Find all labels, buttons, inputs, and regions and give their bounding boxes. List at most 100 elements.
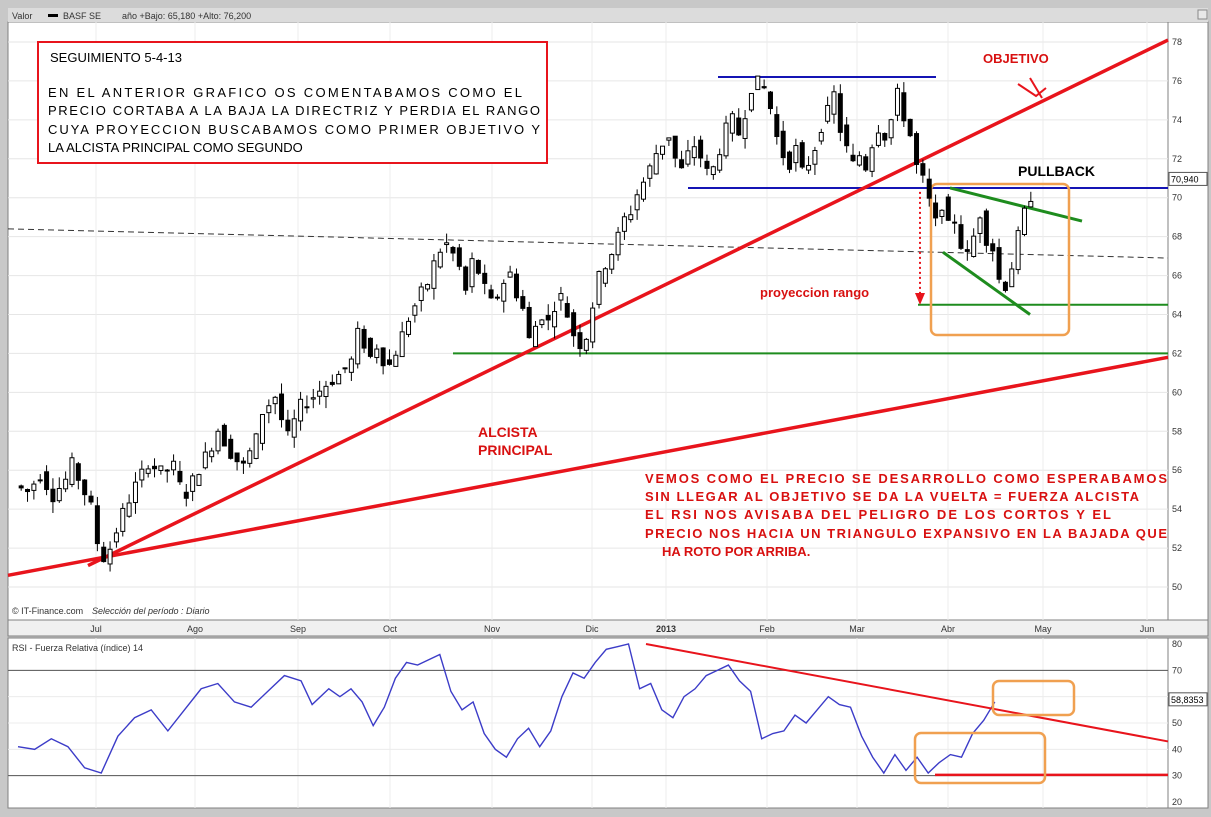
candle-body bbox=[437, 251, 443, 268]
series-swatch bbox=[48, 14, 58, 17]
candle-body bbox=[602, 268, 608, 284]
candle-body bbox=[399, 331, 405, 358]
price-tick-label: 50 bbox=[1172, 582, 1182, 592]
candle-body bbox=[380, 347, 386, 367]
candle-body bbox=[640, 181, 646, 200]
candle-body bbox=[145, 468, 151, 474]
candle-body bbox=[894, 87, 900, 116]
candle-body bbox=[450, 246, 456, 254]
candle-body bbox=[101, 546, 107, 563]
candle-body bbox=[63, 478, 69, 490]
candle-body bbox=[31, 483, 37, 491]
candle-body bbox=[209, 450, 215, 458]
price-tick-label: 56 bbox=[1172, 465, 1182, 475]
candle-body bbox=[139, 468, 145, 481]
footer-period: Selección del período : Diario bbox=[92, 606, 210, 616]
rsi-tick-label: 30 bbox=[1172, 771, 1182, 781]
candle-body bbox=[126, 502, 132, 517]
candle-body bbox=[215, 430, 221, 452]
candle-body bbox=[475, 259, 481, 274]
rsi-tick-label: 40 bbox=[1172, 744, 1182, 754]
candle-body bbox=[444, 242, 450, 246]
principal-uptrend-line bbox=[7, 355, 1169, 578]
candle-body bbox=[983, 210, 989, 246]
date-tick-label: Mar bbox=[849, 624, 865, 634]
candle-body bbox=[996, 247, 1002, 280]
candle-body bbox=[958, 224, 964, 249]
candle-body bbox=[787, 151, 793, 170]
candle-body bbox=[304, 406, 310, 409]
close-icon[interactable] bbox=[1197, 9, 1208, 20]
label-pullback: PULLBACK bbox=[1018, 163, 1095, 179]
candle-body bbox=[69, 457, 75, 485]
candle-body bbox=[317, 390, 323, 397]
candle-body bbox=[685, 150, 691, 165]
candle-body bbox=[113, 532, 119, 543]
rsi-line bbox=[17, 643, 996, 775]
candle-body bbox=[717, 154, 723, 171]
candle-body bbox=[152, 465, 158, 470]
label-alcista-1: ALCISTA bbox=[478, 424, 538, 440]
label-alcista-2: PRINCIPAL bbox=[478, 442, 553, 458]
header-valor-label: Valor bbox=[12, 11, 32, 21]
candle-body bbox=[94, 505, 100, 545]
candle-body bbox=[818, 131, 824, 142]
candle-body bbox=[850, 154, 856, 162]
candle-body bbox=[418, 286, 424, 301]
candle-body bbox=[939, 209, 945, 217]
candle-body bbox=[406, 320, 412, 335]
objetivo-arrow-shaft bbox=[1029, 77, 1043, 99]
date-tick-label: May bbox=[1034, 624, 1052, 634]
candle-body bbox=[914, 133, 920, 165]
candle-body bbox=[323, 385, 329, 398]
candle-body bbox=[812, 150, 818, 165]
candle-body bbox=[666, 137, 672, 141]
candle-body bbox=[577, 332, 583, 350]
candle-body bbox=[272, 396, 278, 405]
candle-body bbox=[679, 159, 685, 169]
candle-body bbox=[977, 217, 983, 234]
candle-body bbox=[971, 235, 977, 257]
label-objetivo: OBJETIVO bbox=[983, 51, 1049, 66]
price-tick-label: 70 bbox=[1172, 193, 1182, 203]
candle-body bbox=[704, 160, 710, 169]
footer-credit: © IT-Finance.com bbox=[12, 606, 83, 616]
candle-body bbox=[298, 398, 304, 422]
candle-body bbox=[875, 132, 881, 146]
candle-body bbox=[82, 479, 88, 496]
candle-body bbox=[672, 135, 678, 159]
highlight-box-rsi-bottom bbox=[913, 731, 1047, 785]
candle-body bbox=[482, 272, 488, 284]
price-tick-label: 60 bbox=[1172, 387, 1182, 397]
candle-body bbox=[132, 481, 138, 504]
candle-body bbox=[615, 231, 621, 256]
price-tick-label: 78 bbox=[1172, 37, 1182, 47]
annotation-title: SEGUIMIENTO 5-4-13 bbox=[50, 50, 182, 65]
date-tick-label: Feb bbox=[759, 624, 775, 634]
candle-body bbox=[266, 405, 272, 414]
candle-body bbox=[907, 118, 913, 137]
candle-body bbox=[691, 146, 697, 159]
candle-body bbox=[88, 495, 94, 503]
candle-body bbox=[774, 114, 780, 138]
candle-body bbox=[628, 214, 634, 221]
candle-body bbox=[367, 337, 373, 357]
candle-body bbox=[571, 312, 577, 337]
header-bar bbox=[8, 8, 1208, 22]
candle-body bbox=[590, 307, 596, 343]
candle-body bbox=[564, 303, 570, 318]
candle-body bbox=[171, 460, 177, 471]
candle-body bbox=[558, 293, 564, 301]
candle-body bbox=[831, 91, 837, 115]
candle-body bbox=[634, 194, 640, 211]
candle-body bbox=[761, 86, 767, 89]
candle-body bbox=[37, 479, 43, 482]
date-tick-label: Nov bbox=[484, 624, 501, 634]
candle-body bbox=[920, 163, 926, 176]
candle-body bbox=[1015, 230, 1021, 271]
candle-body bbox=[431, 260, 437, 289]
candle-body bbox=[190, 475, 196, 492]
price-tick-label: 62 bbox=[1172, 348, 1182, 358]
candle-body bbox=[494, 296, 500, 299]
comment-line-1: VEMOS COMO EL PRECIO SE DESARROLLO COMO … bbox=[645, 471, 1167, 486]
